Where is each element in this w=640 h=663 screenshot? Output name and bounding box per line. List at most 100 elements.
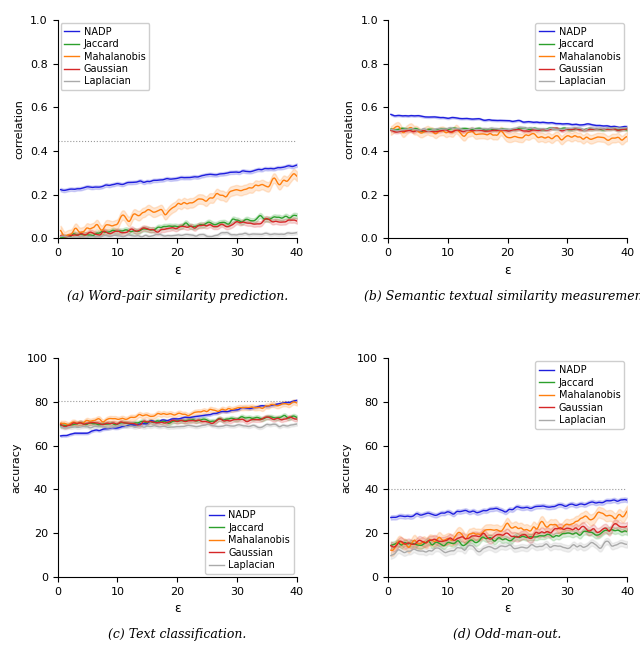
Gaussian [284, 414, 291, 422]
NADP [401, 512, 409, 520]
Gaussian [614, 521, 621, 529]
Gaussian [293, 415, 301, 423]
Line: Jaccard: Jaccard [391, 128, 627, 131]
NADP [397, 111, 404, 119]
Gaussian [614, 126, 621, 134]
Jaccard [280, 412, 288, 420]
Laplacian [387, 126, 395, 134]
NADP [60, 186, 68, 194]
Jaccard [451, 124, 459, 132]
Gaussian [275, 218, 283, 226]
Title: (a) Word-pair similarity prediction.: (a) Word-pair similarity prediction. [67, 290, 288, 303]
Gaussian [397, 127, 405, 135]
Jaccard [121, 226, 129, 234]
Laplacian [57, 423, 65, 431]
NADP [611, 123, 619, 131]
Line: Jaccard: Jaccard [61, 215, 297, 237]
Y-axis label: accuracy: accuracy [12, 442, 21, 493]
Laplacian [605, 125, 613, 133]
NADP [102, 181, 109, 189]
Jaccard [614, 126, 621, 134]
Gaussian [67, 420, 75, 428]
NADP [67, 430, 74, 438]
NADP [431, 113, 438, 121]
NADP [387, 111, 395, 119]
Mahalanobis [121, 212, 129, 220]
Mahalanobis [623, 133, 631, 141]
Laplacian [102, 231, 109, 239]
Gaussian [403, 540, 410, 548]
Mahalanobis [282, 400, 290, 408]
Jaccard [282, 212, 290, 220]
Jaccard [387, 125, 395, 133]
Laplacian [515, 123, 523, 131]
Jaccard [274, 213, 282, 221]
Laplacian [397, 546, 404, 554]
Gaussian [264, 413, 271, 421]
Line: NADP: NADP [391, 115, 627, 127]
Mahalanobis [432, 537, 440, 545]
Laplacian [293, 229, 301, 237]
Gaussian [623, 125, 631, 133]
NADP [603, 497, 611, 505]
Jaccard [71, 420, 79, 428]
Laplacian [275, 230, 283, 238]
Jaccard [67, 232, 75, 240]
Jaccard [67, 421, 74, 429]
Jaccard [605, 125, 613, 133]
Y-axis label: accuracy: accuracy [342, 442, 351, 493]
Mahalanobis [604, 512, 612, 520]
Legend: NADP, Jaccard, Mahalanobis, Gaussian, Laplacian: NADP, Jaccard, Mahalanobis, Gaussian, La… [535, 361, 624, 429]
Legend: NADP, Jaccard, Mahalanobis, Gaussian, Laplacian: NADP, Jaccard, Mahalanobis, Gaussian, La… [205, 507, 294, 574]
NADP [431, 511, 438, 519]
Laplacian [121, 232, 129, 240]
Mahalanobis [282, 177, 290, 185]
Mahalanobis [72, 419, 80, 427]
Gaussian [293, 217, 301, 225]
Jaccard [273, 414, 280, 422]
Gaussian [102, 228, 109, 236]
Mahalanobis [121, 415, 129, 423]
Gaussian [102, 420, 109, 428]
Jaccard [401, 125, 409, 133]
Laplacian [274, 422, 282, 430]
Mahalanobis [397, 127, 405, 135]
Gaussian [57, 232, 65, 240]
Jaccard [72, 231, 80, 239]
Laplacian [623, 540, 631, 548]
Jaccard [293, 414, 301, 422]
Mahalanobis [67, 419, 75, 427]
Gaussian [275, 415, 283, 423]
Mahalanobis [451, 532, 459, 540]
Gaussian [61, 422, 69, 430]
NADP [611, 497, 619, 505]
Gaussian [389, 543, 397, 551]
Line: Gaussian: Gaussian [61, 417, 297, 426]
Mahalanobis [61, 233, 69, 241]
Mahalanobis [403, 126, 410, 134]
Gaussian [432, 128, 440, 136]
Jaccard [623, 528, 631, 536]
Jaccard [100, 420, 108, 428]
Title: (d) Odd-man-out.: (d) Odd-man-out. [453, 629, 562, 641]
Laplacian [67, 424, 74, 432]
Laplacian [401, 548, 409, 556]
Line: Laplacian: Laplacian [391, 127, 627, 131]
Gaussian [387, 126, 395, 134]
Legend: NADP, Jaccard, Mahalanobis, Gaussian, Laplacian: NADP, Jaccard, Mahalanobis, Gaussian, La… [61, 23, 150, 90]
NADP [273, 400, 280, 408]
NADP [397, 512, 404, 520]
Gaussian [262, 215, 270, 223]
Mahalanobis [289, 398, 297, 406]
NADP [623, 496, 631, 504]
Mahalanobis [612, 514, 620, 522]
Laplacian [397, 126, 404, 134]
Line: Gaussian: Gaussian [391, 524, 627, 547]
NADP [67, 185, 75, 193]
Laplacian [57, 233, 65, 241]
NADP [450, 510, 458, 518]
Mahalanobis [403, 541, 410, 549]
Gaussian [57, 420, 65, 428]
NADP [387, 514, 395, 522]
Laplacian [432, 125, 440, 133]
